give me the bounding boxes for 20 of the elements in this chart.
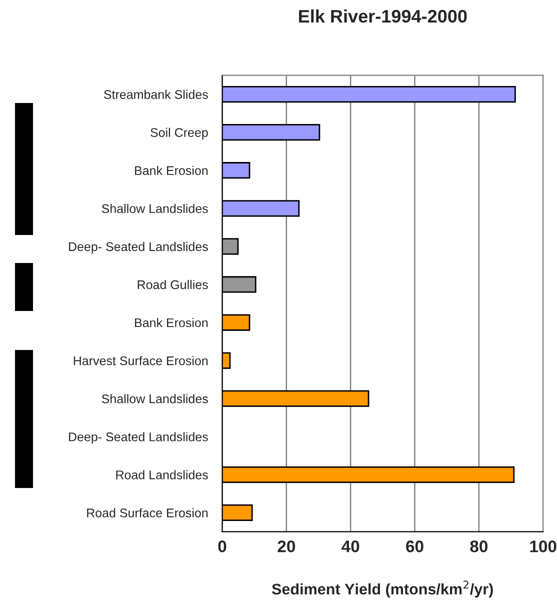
y-tick-label: Harvest Surface Erosion	[74, 356, 208, 366]
x-tick-label: 0	[218, 540, 226, 552]
x-tick-label: 100	[530, 540, 556, 552]
x-tick-label: 80	[470, 540, 488, 552]
x-axis-title: Sediment Yield (mtons/km$^{2}$/yr)	[272, 580, 493, 598]
y-tick-label: Deep- Seated Landslides	[69, 242, 208, 254]
y-tick-label: Shallow Landslides	[102, 394, 208, 404]
y-tick-label: Bank Erosion	[135, 318, 208, 328]
x-tick-label: 40	[342, 540, 360, 552]
y-tick-label: Road Landslides	[116, 470, 208, 480]
chart-title: Elk River-1994-2000	[299, 9, 467, 23]
y-tick-label: Soil Creep	[150, 128, 208, 140]
x-tick-label: 60	[406, 540, 424, 552]
y-tick-label: Road Gullies	[138, 280, 208, 290]
y-tick-label: Deep- Seated Landslides	[69, 432, 208, 444]
x-tick-label: 20	[278, 540, 295, 552]
y-tick-label: Bank Erosion	[135, 166, 208, 176]
y-tick-label: Shallow Landslides	[102, 204, 208, 214]
y-tick-label: Road Surface Erosion	[87, 508, 208, 518]
y-tick-label: Streambank Slides	[104, 90, 208, 99]
